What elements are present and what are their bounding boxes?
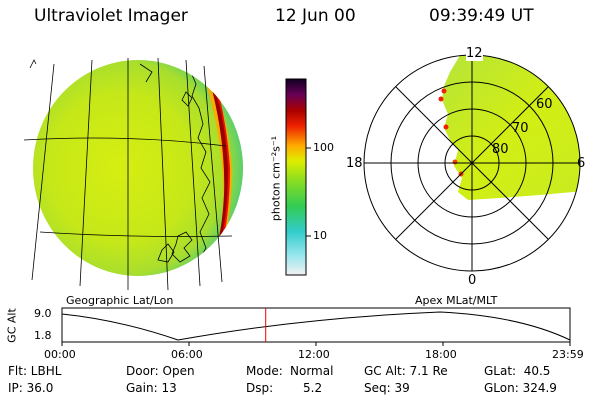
mode-value: Normal bbox=[290, 364, 334, 378]
colorbar-unit-label: photon cm⁻²s⁻¹ bbox=[269, 135, 283, 222]
alt-ytick-1-8: 1.8 bbox=[34, 329, 52, 342]
aurora-spot bbox=[452, 159, 458, 165]
mode-label: Mode: bbox=[246, 364, 283, 378]
apex-caption: Apex MLat/MLT bbox=[415, 294, 498, 307]
mlt-label-0: 0 bbox=[468, 273, 477, 288]
colorbar-tick-10: 10 bbox=[313, 229, 327, 242]
geographic-caption: Geographic Lat/Lon bbox=[66, 294, 174, 307]
alt-ytick-9: 9.0 bbox=[34, 307, 52, 320]
lat-lon-grid bbox=[23, 57, 233, 291]
colorbar bbox=[285, 78, 311, 276]
alt-xtick: 18:00 bbox=[425, 348, 457, 361]
aurora-spot bbox=[441, 88, 447, 94]
polar-plot bbox=[363, 54, 581, 272]
auroral-oval bbox=[197, 60, 232, 275]
alt-xtick: 12:00 bbox=[298, 348, 330, 361]
glon-label: GLon: 324.9 bbox=[484, 381, 557, 395]
seq-label: Seq: 39 bbox=[364, 381, 410, 395]
dsp-label: Dsp: bbox=[246, 381, 274, 395]
colorbar-tick-100: 100 bbox=[313, 141, 334, 154]
aurora-spot bbox=[438, 96, 444, 102]
glat-label: GLat: 40.5 bbox=[484, 364, 551, 378]
mlt-label-18: 18 bbox=[346, 156, 363, 171]
mlat-label-70: 70 bbox=[512, 121, 529, 136]
date-label: 12 Jun 00 bbox=[275, 6, 356, 26]
alt-xtick: 00:00 bbox=[44, 348, 76, 361]
mlt-label-12: 12 bbox=[466, 46, 483, 61]
gain-label: Gain: 13 bbox=[126, 381, 177, 395]
mlat-label-80: 80 bbox=[492, 142, 509, 157]
mlat-label-60: 60 bbox=[536, 97, 553, 112]
earth-image bbox=[23, 57, 243, 291]
filter-label: Flt: LBHL bbox=[8, 364, 62, 378]
ip-label: IP: 36.0 bbox=[8, 381, 54, 395]
page-title: Ultraviolet Imager bbox=[34, 6, 188, 26]
gc-alt-value: GC Alt: 7.1 Re bbox=[364, 364, 448, 378]
time-label: 09:39:49 UT bbox=[429, 6, 534, 26]
gc-alt-axis-label: GC Alt bbox=[5, 308, 19, 343]
door-label: Door: Open bbox=[126, 364, 195, 378]
mlt-label-6: 6 bbox=[577, 156, 586, 171]
dsp-value: 5.2 bbox=[303, 381, 323, 395]
alt-xtick: 06:00 bbox=[171, 348, 203, 361]
altitude-plot bbox=[61, 307, 571, 346]
alt-xtick: 23:59 bbox=[552, 348, 584, 361]
aurora-spot bbox=[443, 124, 449, 130]
